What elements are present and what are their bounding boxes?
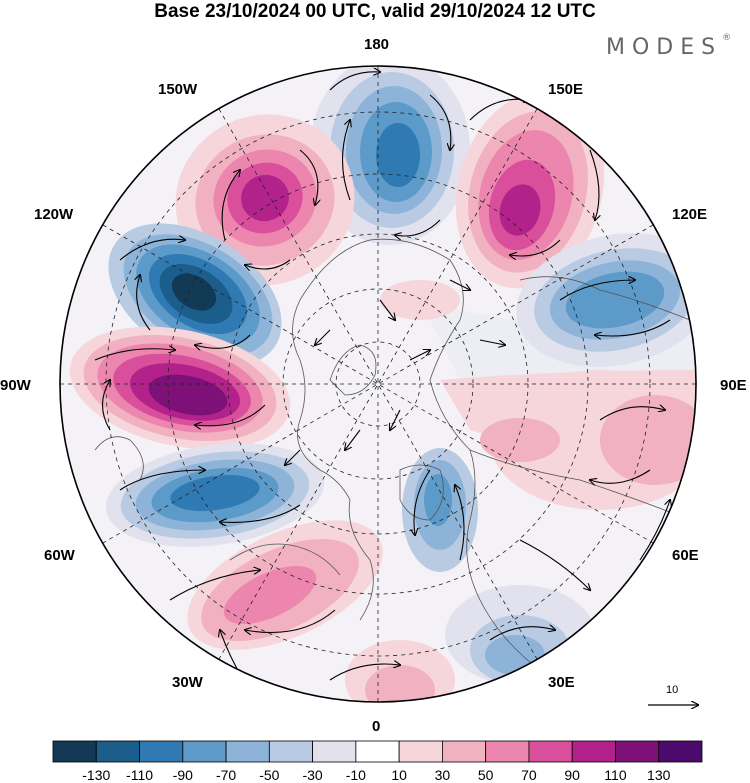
graticule bbox=[60, 66, 696, 702]
colorbar-swatch bbox=[225, 740, 270, 763]
label-lon-90e: 90E bbox=[720, 377, 747, 394]
colorbar-label: -30 bbox=[302, 767, 323, 783]
label-lon-150e: 150E bbox=[548, 81, 584, 98]
colorbar-label: 50 bbox=[477, 767, 494, 783]
label-lon-90w: 90W bbox=[0, 377, 31, 394]
colorbar-swatch bbox=[485, 740, 530, 763]
colorbar-label: -70 bbox=[215, 767, 237, 783]
map-title: Base 23/10/2024 00 UTC, valid 29/10/2024… bbox=[154, 1, 596, 22]
colorbar-label: -10 bbox=[345, 767, 366, 783]
label-lon-30e: 30E bbox=[548, 674, 575, 691]
anomaly-blob-group-3 bbox=[455, 91, 605, 289]
colorbar-swatch bbox=[658, 740, 703, 763]
label-lon-60e: 60E bbox=[672, 547, 699, 564]
map-border bbox=[59, 65, 697, 703]
colorbar-swatch bbox=[139, 740, 184, 763]
colorbar-swatch bbox=[571, 740, 616, 763]
anomaly-blob-group-6 bbox=[69, 326, 291, 450]
modes-logo: MODES® bbox=[606, 33, 732, 60]
colorbar-label: 90 bbox=[564, 767, 580, 783]
brand-text: MODES bbox=[606, 35, 723, 60]
colorbar-label: 110 bbox=[604, 767, 627, 783]
colorbar-label: 130 bbox=[647, 767, 671, 783]
anomaly-blob-group-5 bbox=[516, 233, 696, 367]
wind-streamlines bbox=[94, 72, 670, 694]
label-lon-30w: 30W bbox=[172, 674, 203, 691]
anomaly-blob-group-8 bbox=[187, 520, 383, 650]
label-lon-60w: 60W bbox=[44, 547, 75, 564]
anomaly-blob-group-7 bbox=[105, 443, 325, 547]
colorbar-label: 30 bbox=[434, 767, 451, 783]
label-lon-180: 180 bbox=[364, 36, 390, 53]
label-lon-150w: 150W bbox=[158, 81, 198, 98]
colorbar-label: -110 bbox=[126, 767, 154, 783]
label-lon-120e: 120E bbox=[672, 206, 708, 223]
colorbar-swatch bbox=[268, 740, 313, 763]
colorbar-swatch bbox=[312, 740, 357, 763]
coastlines bbox=[94, 238, 691, 671]
label-lon-0: 0 bbox=[372, 718, 381, 735]
reference-vector-label: 10 bbox=[666, 684, 679, 696]
colorbar-swatch bbox=[355, 740, 400, 763]
colorbar-label: -50 bbox=[259, 767, 280, 783]
colorbar-label: -130 bbox=[82, 767, 111, 783]
colorbar-label: -90 bbox=[172, 767, 193, 783]
colorbar-swatch bbox=[52, 740, 97, 763]
colorbar-swatch bbox=[95, 740, 140, 763]
colorbar-swatch bbox=[398, 740, 443, 763]
colorbar-label: 10 bbox=[391, 767, 407, 783]
registered-mark: ® bbox=[722, 33, 732, 43]
label-lon-120w: 120W bbox=[34, 206, 74, 223]
colorbar-swatch bbox=[182, 740, 227, 763]
colorbar-swatch bbox=[615, 740, 660, 763]
map-disk bbox=[60, 66, 696, 702]
colorbar-label: 70 bbox=[521, 767, 537, 783]
colorbar-swatch bbox=[441, 740, 487, 763]
colorbar-swatch bbox=[528, 740, 573, 763]
